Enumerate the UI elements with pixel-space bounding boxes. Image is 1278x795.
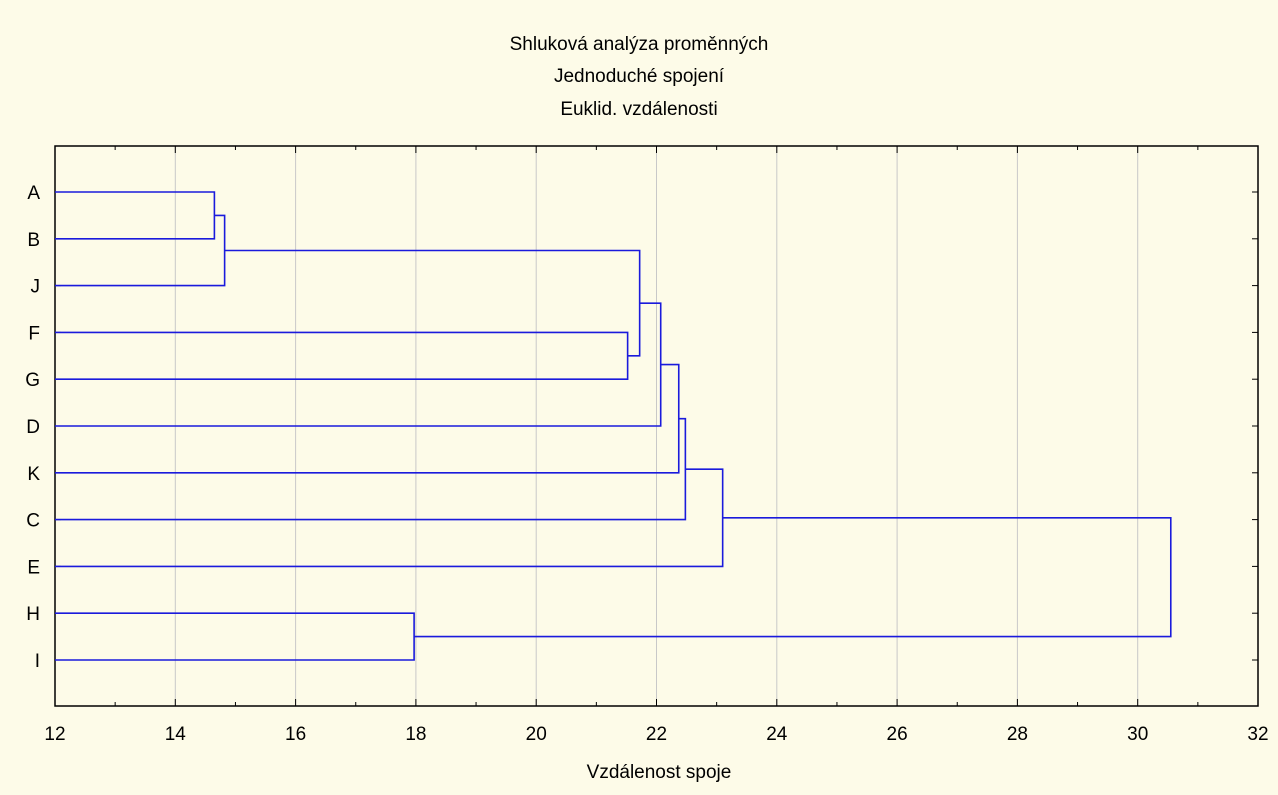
dendrogram-link: [55, 191, 216, 240]
chart-title-line-1: Shluková analýza proměnných: [509, 34, 769, 55]
dendrogram-link: [55, 331, 629, 380]
x-tick-label: 14: [165, 724, 187, 745]
leaf-label: E: [27, 557, 40, 578]
dendrogram-link: [414, 516, 1172, 638]
x-tick-label: 24: [766, 724, 788, 745]
chart-title-line-3: Euklid. vzdálenosti: [560, 99, 718, 120]
x-axis-label: Vzdálenost spoje: [586, 762, 732, 783]
x-tick-label: 26: [887, 724, 908, 745]
dendrogram-link: [55, 612, 415, 661]
x-tick-label: 30: [1127, 724, 1148, 745]
x-tick-label: 16: [285, 724, 306, 745]
dendrogram-link: [55, 214, 226, 287]
leaf-label: A: [27, 183, 40, 204]
leaf-label: D: [26, 417, 40, 438]
x-tick-label: 22: [646, 724, 667, 745]
leaf-label: H: [26, 604, 40, 625]
leaf-label: B: [27, 230, 40, 251]
leaf-label: F: [28, 323, 40, 344]
x-tick-label: 12: [44, 724, 65, 745]
leaf-label: I: [35, 651, 40, 672]
x-tick-label: 32: [1247, 724, 1268, 745]
dendrogram-link: [55, 417, 687, 521]
dendrogram-link: [55, 468, 724, 568]
leaf-label: G: [25, 370, 40, 391]
dendrogram-link: [55, 302, 662, 427]
dendrogram-link: [224, 249, 641, 357]
x-tick-label: 18: [405, 724, 426, 745]
leaf-label: J: [31, 277, 41, 298]
x-tick-label: 28: [1007, 724, 1028, 745]
x-tick-label: 20: [526, 724, 547, 745]
chart-title-line-2: Jednoduché spojení: [553, 66, 725, 87]
dendrogram-link: [55, 363, 680, 474]
leaf-label: C: [26, 511, 40, 532]
leaf-label: K: [27, 464, 40, 485]
